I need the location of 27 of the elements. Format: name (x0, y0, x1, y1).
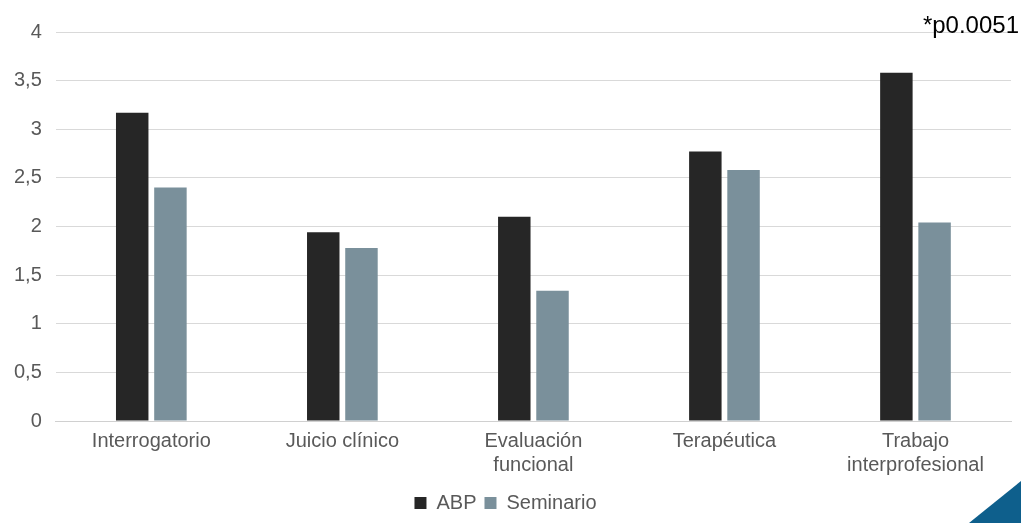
x-tick-label: Terapéutica (672, 428, 778, 451)
bar (115, 112, 149, 421)
legend-label: ABP (436, 490, 477, 513)
y-tick-label: 3,5 (13, 68, 42, 91)
bar (689, 151, 722, 421)
legend-label: Seminario (506, 490, 597, 513)
bar (154, 187, 187, 421)
bar (307, 232, 340, 421)
y-tick-label: 3 (30, 116, 42, 139)
bar (498, 216, 531, 421)
y-tick-label: 0 (30, 408, 42, 431)
y-tick-label: 2 (30, 214, 42, 237)
y-tick-label: 4 (30, 19, 42, 42)
y-tick-label: 1,5 (13, 262, 42, 285)
x-tick-label: Trabajo interprofesional (847, 428, 984, 475)
x-tick-label: Juicio clínico (285, 428, 400, 451)
bar (727, 170, 760, 421)
bar (880, 72, 913, 421)
bar (345, 247, 378, 421)
y-tick-label: 2,5 (13, 165, 42, 188)
bar (918, 222, 951, 421)
x-tick-label: Evaluación funcional (484, 428, 583, 475)
x-tick-label: Interrogatorio (91, 428, 211, 451)
y-tick-label: 1 (30, 311, 42, 334)
y-tick-label: 0,5 (13, 359, 42, 382)
bar (536, 290, 569, 421)
annotation: *p0.0051 (922, 10, 1019, 38)
